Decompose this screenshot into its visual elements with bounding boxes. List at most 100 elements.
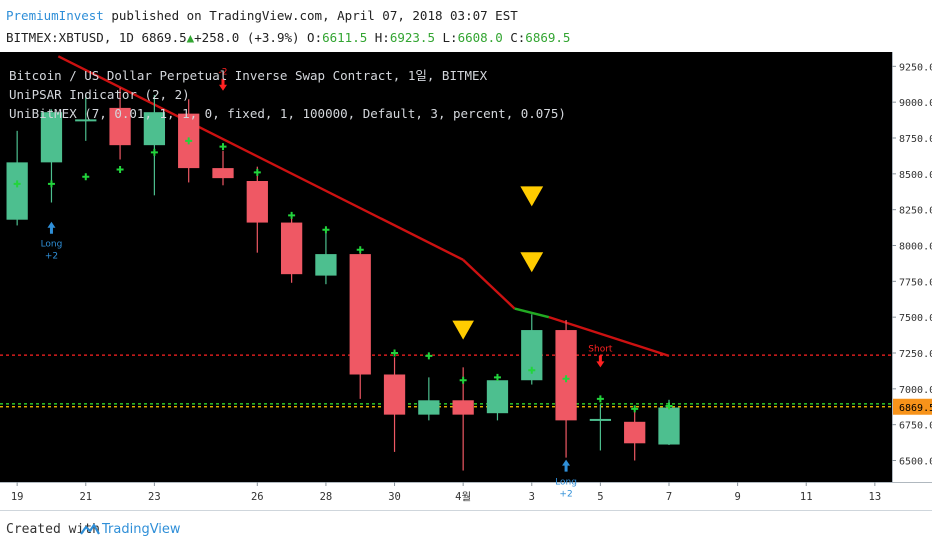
candle-body bbox=[349, 254, 371, 375]
close-label: C: bbox=[502, 30, 526, 45]
candle-body bbox=[6, 162, 28, 220]
psar-dot bbox=[288, 211, 296, 219]
x-tick-label: 28 bbox=[320, 491, 333, 503]
y-tick-label: 8000.0 bbox=[899, 242, 932, 253]
publish-line: PremiumInvest published on TradingView.c… bbox=[6, 8, 518, 23]
high-label: H: bbox=[367, 30, 390, 45]
short-arrow-icon bbox=[596, 355, 605, 368]
psar-dot bbox=[631, 405, 639, 413]
x-tick-label: 30 bbox=[388, 491, 401, 503]
legend-psar: UniPSAR Indicator (2, 2) bbox=[9, 87, 190, 102]
long-signal-label: Long bbox=[41, 240, 63, 250]
open-value: 6611.5 bbox=[322, 30, 368, 45]
last-price-tag-label: 6869.5 bbox=[899, 403, 932, 414]
candle-body bbox=[383, 374, 406, 415]
candle-body bbox=[624, 421, 646, 444]
candle-body bbox=[418, 400, 440, 415]
y-tick-label: 9250.0 bbox=[899, 62, 932, 73]
open-label: O: bbox=[299, 30, 323, 45]
trend-line-segment bbox=[514, 307, 550, 319]
candle-body bbox=[143, 112, 166, 146]
short-arrow-icon bbox=[219, 78, 227, 91]
low-value: 6608.0 bbox=[457, 30, 503, 45]
psar-dot bbox=[253, 168, 261, 176]
published-text: published on TradingView.com, April 07, … bbox=[103, 8, 518, 23]
long-signal-amount: +2 bbox=[559, 490, 572, 500]
candle-body bbox=[452, 400, 474, 415]
y-tick-label: 7750.0 bbox=[899, 277, 932, 288]
created-with-label: Created with bbox=[6, 522, 100, 537]
trend-line-segment bbox=[57, 55, 464, 261]
chart-header: PremiumInvest published on TradingView.c… bbox=[0, 0, 932, 52]
last-price-tag bbox=[893, 398, 932, 415]
psar-dot bbox=[459, 376, 467, 384]
psar-dot bbox=[391, 349, 399, 357]
author-link[interactable]: PremiumInvest bbox=[6, 8, 104, 23]
x-tick-label: 5 bbox=[597, 491, 603, 503]
x-tick-label: 19 bbox=[11, 491, 24, 503]
candle-body bbox=[658, 407, 680, 445]
up-arrow-icon: ▲ bbox=[186, 30, 195, 45]
psar-dot bbox=[425, 352, 433, 360]
x-tick-label: 4월 bbox=[455, 491, 471, 503]
x-tick-label: 21 bbox=[79, 491, 92, 503]
price-axis-background bbox=[892, 52, 932, 482]
signal-triangle-icon bbox=[520, 252, 544, 273]
psar-dot bbox=[82, 173, 90, 181]
psar-dot bbox=[596, 395, 604, 403]
y-tick-label: 9000.0 bbox=[899, 98, 932, 109]
psar-dot bbox=[493, 373, 501, 381]
candle-body bbox=[212, 168, 234, 179]
short-signal-label: Short bbox=[588, 344, 613, 354]
y-tick-label: 8750.0 bbox=[899, 134, 932, 145]
tradingview-brand-link[interactable]: TradingView bbox=[102, 522, 181, 537]
indicator-legend: Bitcoin / US Dollar Perpetual Inverse Sw… bbox=[9, 68, 566, 121]
y-tick-label: 8500.0 bbox=[899, 170, 932, 181]
legend-bitmex: UniBitMEX (7, 0.01, 1, 1, 0, fixed, 1, 1… bbox=[9, 106, 566, 121]
psar-dot bbox=[665, 402, 673, 410]
tradingview-logo-icon bbox=[80, 523, 100, 535]
psar-dot bbox=[219, 143, 227, 151]
signal-triangle-icon bbox=[520, 186, 544, 207]
x-tick-label: 7 bbox=[666, 491, 672, 503]
long-signal-label: Long bbox=[555, 478, 577, 488]
candle-body bbox=[246, 181, 268, 223]
time-axis-background bbox=[0, 482, 932, 510]
psar-dot bbox=[13, 180, 21, 188]
close-value: 6869.5 bbox=[525, 30, 571, 45]
candle-body bbox=[521, 330, 543, 381]
candle-body bbox=[589, 418, 612, 421]
high-value: 6923.5 bbox=[389, 30, 435, 45]
psar-dot bbox=[528, 366, 536, 374]
symbol-label: BITMEX:XBTUSD, 1D bbox=[6, 30, 142, 45]
low-label: L: bbox=[434, 30, 458, 45]
candle-body bbox=[40, 112, 63, 163]
long-signal-amount: +2 bbox=[45, 252, 58, 262]
psar-dot bbox=[562, 375, 570, 383]
x-tick-label: 11 bbox=[800, 491, 813, 503]
x-tick-label: 9 bbox=[734, 491, 740, 503]
psar-dot bbox=[185, 137, 193, 145]
x-tick-label: 26 bbox=[251, 491, 264, 503]
psar-dot bbox=[116, 166, 124, 174]
candle-body bbox=[555, 330, 577, 421]
long-arrow-icon bbox=[47, 221, 56, 234]
ohlc-line: BITMEX:XBTUSD, 1D 6869.5▲+258.0 (+3.9%) … bbox=[6, 30, 570, 45]
candle-body bbox=[109, 107, 131, 146]
trend-line-segment bbox=[548, 316, 670, 358]
x-tick-label: 3 bbox=[529, 491, 535, 503]
long-arrow-icon bbox=[562, 459, 571, 472]
y-tick-label: 7500.0 bbox=[899, 313, 932, 324]
y-tick-label: 8250.0 bbox=[899, 206, 932, 217]
candle-body bbox=[280, 222, 303, 275]
price-change: +258.0 (+3.9%) bbox=[194, 30, 300, 45]
x-tick-label: 13 bbox=[869, 491, 882, 503]
candle-body bbox=[315, 254, 337, 276]
signal-triangle-icon bbox=[452, 320, 474, 340]
y-tick-label: 7000.0 bbox=[899, 385, 932, 396]
y-tick-label: 6750.0 bbox=[899, 421, 932, 432]
short-signal-label: -2 bbox=[219, 68, 228, 78]
psar-dot bbox=[356, 246, 364, 254]
trend-line-segment bbox=[462, 258, 516, 310]
